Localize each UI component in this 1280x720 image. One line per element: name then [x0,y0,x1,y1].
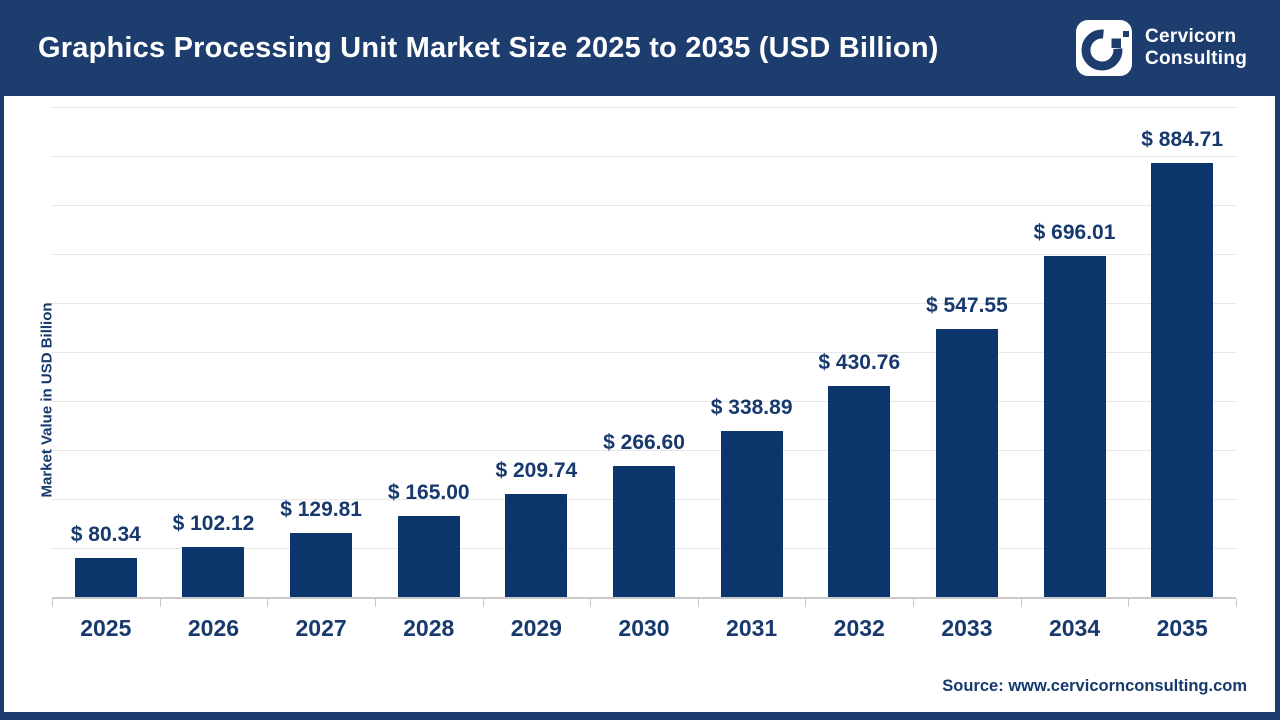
x-tick-label: 2027 [295,615,347,641]
x-axis-tick [52,599,53,607]
x-axis-tick [805,599,807,607]
bar-value-label: $ 165.00 [387,481,470,505]
brand-wordmark: Cervicorn Consulting [1145,26,1247,70]
bar-value-label: $ 696.01 [1033,220,1116,244]
x-tick-label: 2034 [1048,615,1101,641]
bar [720,430,783,597]
brand-logo: Cervicorn Consulting [1076,20,1247,76]
chart-area: Market Value in USD Billion $ 80.34 2025 $… [4,96,1275,712]
cervicorn-logo-icon [1076,20,1132,76]
x-axis-line [52,597,1236,599]
x-tick-label: 2026 [187,615,240,641]
bar [505,494,568,597]
bar-value-label: $ 129.81 [280,498,362,522]
bar-value-label: $ 547.55 [926,293,1008,317]
gridline [52,205,1236,206]
x-axis-tick [913,599,915,607]
gridline [52,352,1236,353]
bar-value-label: $ 102.12 [172,511,255,535]
bar-value-label: $ 209.74 [495,459,578,483]
gridline [52,254,1236,255]
x-axis-tick [159,599,161,607]
x-tick-label: 2031 [726,615,778,641]
bar-value-label: $ 884.71 [1141,128,1224,152]
gridline [52,401,1236,402]
logo-c-glyph [1081,29,1129,71]
bar [397,516,460,597]
chart-title: Graphics Processing Unit Market Size 202… [38,31,939,64]
bar [935,328,998,597]
x-tick-label: 2028 [403,615,455,641]
bar [613,466,675,597]
bar-value-label: $ 338.89 [710,395,793,419]
x-axis-tick [482,599,484,607]
x-axis-tick [1236,599,1237,607]
gridline [52,450,1236,451]
x-tick-label: 2029 [510,615,562,641]
header-banner: Graphics Processing Unit Market Size 202… [0,0,1280,96]
x-axis-tick [1128,599,1130,607]
brand-name-line1: Cervicorn [1145,26,1237,47]
bar [290,533,353,597]
plot-area: $ 80.34 2025 $ 102.12 2026 $ 129.81 2027 $ 165… [4,96,1275,712]
gridline [52,156,1236,157]
x-axis-tick [1020,599,1022,607]
bar [1151,163,1214,597]
brand-name-line2: Consulting [1145,48,1248,69]
x-tick-label: 2033 [941,615,993,641]
x-tick-label: 2030 [618,615,670,641]
x-tick-label: 2025 [80,615,132,641]
bar [74,557,137,597]
x-axis-tick [697,599,699,607]
x-tick-label: 2032 [833,615,885,641]
gridline [52,303,1236,304]
bar-value-label: $ 80.34 [70,522,141,546]
bar [1043,255,1106,597]
x-axis-tick [590,599,592,607]
bar-value-label: $ 266.60 [603,431,685,455]
x-tick-label: 2035 [1156,615,1208,641]
bar-value-label: $ 430.76 [818,350,901,374]
x-axis-tick [267,599,269,607]
gridline [52,107,1236,108]
bar [828,385,891,597]
bar [182,546,245,597]
x-axis-tick [374,599,376,607]
source-attribution: Source: www.cervicornconsulting.com [942,677,1247,695]
